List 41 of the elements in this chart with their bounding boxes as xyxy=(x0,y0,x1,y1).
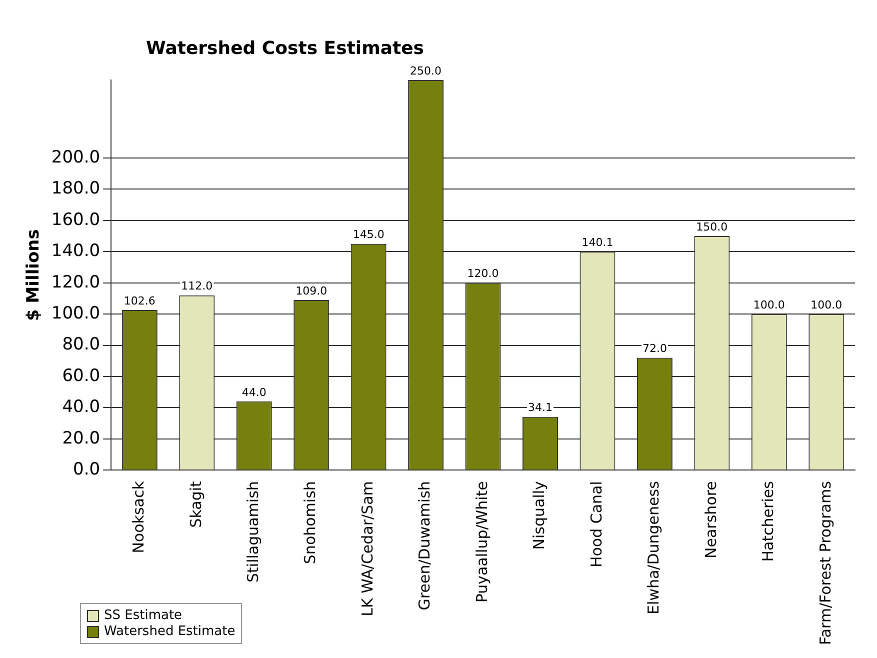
x-tick-label: Snohomish xyxy=(301,481,320,564)
x-tick-label: Stillaguamish xyxy=(244,481,262,583)
data-label: 102.6 xyxy=(124,294,156,308)
y-tick-label: 100.0 xyxy=(51,303,100,324)
y-tick-label: 80.0 xyxy=(62,334,100,355)
x-tick-label: Skagit xyxy=(186,480,205,528)
data-label: 44.0 xyxy=(242,386,266,399)
y-tick-label: 160.0 xyxy=(51,210,100,230)
data-label: 100.0 xyxy=(810,298,842,312)
y-tick-label: 180.0 xyxy=(51,178,100,199)
data-label: 250.0 xyxy=(410,64,442,78)
legend-label: Watershed Estimate xyxy=(104,624,236,639)
x-tick-label: Puyaallup/White xyxy=(472,481,491,603)
x-tick-label: LK WA/Cedar/Sam xyxy=(358,481,376,616)
x-tick-label: Nearshore xyxy=(702,481,720,558)
data-label: 145.0 xyxy=(352,228,384,242)
data-label: 112.0 xyxy=(181,280,213,293)
y-tick-label: 60.0 xyxy=(62,366,100,386)
x-tick-label: Hatcheries xyxy=(759,480,778,562)
y-tick-label: 40.0 xyxy=(62,397,100,418)
x-tick-label: Hood Canal xyxy=(587,481,606,568)
legend-label: SS Estimate xyxy=(104,608,182,623)
data-label: 150.0 xyxy=(696,220,728,234)
y-tick-label: 20.0 xyxy=(62,428,100,448)
y-tick-label: 140.0 xyxy=(51,241,100,262)
data-label: 34.1 xyxy=(528,401,553,414)
data-label: 72.0 xyxy=(642,342,667,356)
data-label: 109.0 xyxy=(296,284,328,298)
chart-title: Watershed Costs Estimates xyxy=(146,38,424,59)
data-label: 140.1 xyxy=(582,236,614,249)
y-tick-label: 200.0 xyxy=(51,147,100,168)
y-tick-label: 120.0 xyxy=(51,272,100,292)
x-tick-label: Nisqually xyxy=(530,480,548,550)
x-tick-label: Nooksack xyxy=(130,480,148,554)
x-tick-label: Green/Duwamish xyxy=(416,481,434,610)
y-tick-label: 0.0 xyxy=(73,460,100,480)
x-tick-label: Farm/Forest Programs xyxy=(816,480,834,646)
y-axis-title: $ Millions xyxy=(24,229,44,321)
data-label: 100.0 xyxy=(753,298,785,312)
data-label: 120.0 xyxy=(467,267,499,280)
x-tick-label: Elwha/Dungeness xyxy=(644,480,663,614)
